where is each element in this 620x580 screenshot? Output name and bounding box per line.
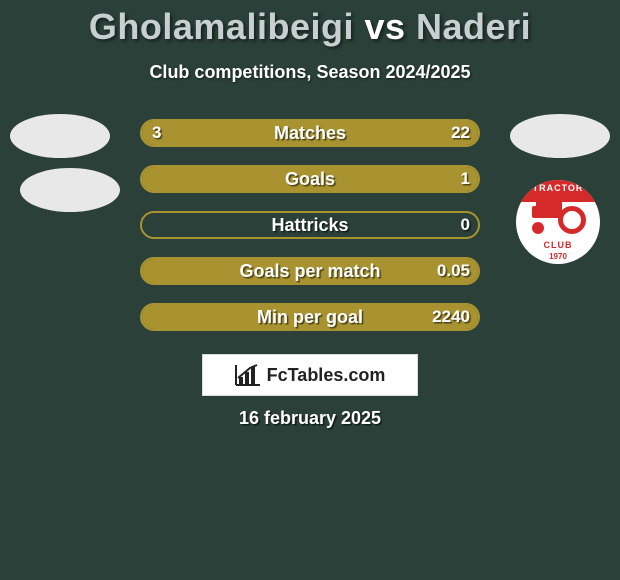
- comparison-title: Gholamalibeigi vs Naderi: [0, 0, 620, 48]
- subtitle: Club competitions, Season 2024/2025: [0, 62, 620, 83]
- stat-value-right: 0: [461, 202, 470, 248]
- stat-row: Goals1: [0, 156, 620, 202]
- stat-value-right: 1: [461, 156, 470, 202]
- stat-bar-right-fill: [182, 121, 478, 145]
- stat-row: Goals per match0.05: [0, 248, 620, 294]
- stat-bar-left-fill: [142, 121, 182, 145]
- player1-name: Gholamalibeigi: [89, 6, 354, 47]
- bar-chart-icon: [235, 364, 261, 386]
- stat-bar-track: [140, 211, 480, 239]
- stat-bar-track: [140, 119, 480, 147]
- stat-bar-right-fill: [142, 167, 478, 191]
- stat-value-right: 2240: [432, 294, 470, 340]
- stat-bar-track: [140, 165, 480, 193]
- brand-text: FcTables.com: [267, 365, 386, 386]
- stat-row: Hattricks0: [0, 202, 620, 248]
- player2-name: Naderi: [416, 6, 531, 47]
- stat-value-right: 0.05: [437, 248, 470, 294]
- stat-value-right: 22: [451, 110, 470, 156]
- stat-bar-track: [140, 257, 480, 285]
- brand-box: FcTables.com: [202, 354, 418, 396]
- stat-row: Min per goal2240: [0, 294, 620, 340]
- stat-bar-right-fill: [142, 305, 478, 329]
- date: 16 february 2025: [0, 408, 620, 429]
- stat-bar-track: [140, 303, 480, 331]
- stat-bar-right-fill: [142, 259, 478, 283]
- stat-value-left: 3: [152, 110, 161, 156]
- stat-row: Matches322: [0, 110, 620, 156]
- vs-word: vs: [364, 6, 405, 47]
